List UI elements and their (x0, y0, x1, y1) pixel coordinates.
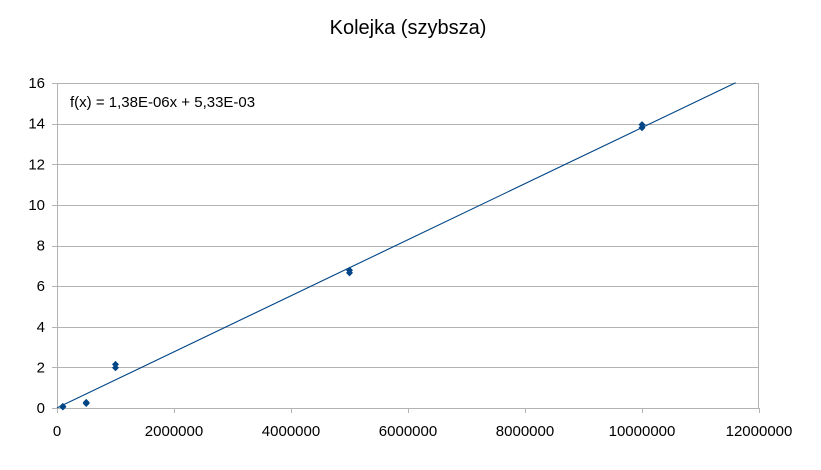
trendline (56, 82, 736, 409)
x-tick-label: 0 (53, 423, 61, 440)
x-tick-label: 12000000 (726, 423, 793, 440)
x-tick-label: 8000000 (496, 423, 554, 440)
data-point (59, 402, 67, 410)
x-tick-label: 10000000 (609, 423, 676, 440)
y-tick-label: 2 (37, 359, 45, 376)
data-points (59, 121, 646, 411)
y-tick-label: 12 (28, 156, 45, 173)
y-tick-label: 0 (37, 400, 45, 417)
data-point (638, 121, 646, 129)
y-tick-label: 14 (28, 116, 45, 133)
x-tick-label: 2000000 (145, 423, 203, 440)
data-point (112, 360, 119, 368)
y-tick-label: 6 (37, 278, 45, 295)
data-point (346, 266, 353, 274)
data-point (82, 398, 90, 406)
y-tick-label: 4 (37, 319, 45, 336)
x-tick-label: 4000000 (262, 423, 320, 440)
trendline-layer (56, 82, 736, 409)
gridlines (57, 83, 759, 409)
x-axis-tick-labels: 0 2000000 4000000 6000000 8000000 10000000 120… (53, 423, 793, 440)
y-axis-tick-labels: 0 2 4 6 8 10 12 14 16 (28, 75, 45, 417)
y-tick-label: 8 (37, 238, 45, 255)
x-tick-label: 6000000 (379, 423, 437, 440)
y-tick-label: 16 (28, 75, 45, 92)
chart-title: Kolejka (szybsza) (330, 17, 487, 39)
trendline-equation: f(x) = 1,38E-06x + 5,33E-03 (70, 94, 255, 111)
y-tick-label: 10 (28, 197, 45, 214)
axes (52, 83, 760, 413)
